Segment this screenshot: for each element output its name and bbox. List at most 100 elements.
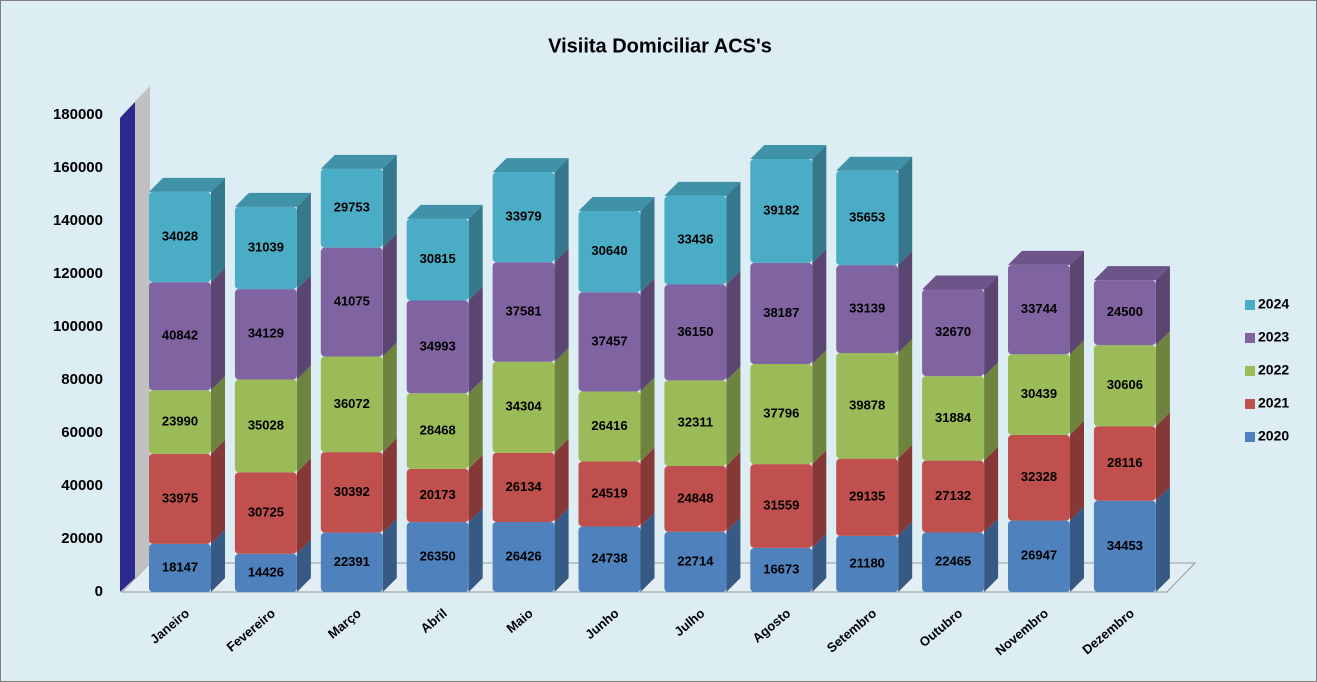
y-tick-label: 20000 [61,530,103,547]
bar [320,452,383,533]
bar-side [984,362,999,461]
bar [578,211,641,293]
bar-top [406,204,483,219]
data-label: 28116 [1107,455,1142,470]
bar-side [640,512,655,592]
data-label: 30815 [420,251,456,266]
bar [406,522,469,592]
bar-side [898,338,913,459]
data-label: 34028 [162,228,198,243]
bar [320,356,383,453]
bar [492,452,555,522]
bar-top [149,177,225,192]
y-tick-label: 180000 [53,106,103,123]
data-label: 31559 [763,497,799,512]
bar-side [211,529,225,592]
bar-side [726,270,741,381]
bar [750,547,813,592]
bar-side [1155,266,1170,346]
bar-side [1155,331,1170,427]
bar [492,172,555,263]
data-label: 32328 [1021,469,1057,484]
bar-side [640,447,655,527]
bar [750,158,813,263]
data-label: 30640 [591,243,627,258]
data-label: 37457 [591,333,627,348]
bar [836,352,899,459]
bar [750,262,813,365]
data-label: 37581 [506,303,542,318]
bar [149,453,211,544]
bar-side [640,377,655,462]
bar [1093,426,1156,501]
bar-side [382,438,397,533]
data-label: 40842 [162,328,198,343]
data-label: 34304 [506,399,543,414]
data-label: 39182 [763,202,799,217]
bar [492,521,555,592]
data-label: 32311 [678,415,713,430]
data-label: 34993 [420,338,456,353]
bar-side [296,275,311,380]
data-label: 24738 [591,551,627,566]
bar-side [1155,412,1170,501]
bar [1093,280,1156,346]
bar-side [1155,486,1170,592]
legend-swatch [1245,399,1255,409]
bar-top [1093,266,1170,281]
bar [320,247,383,357]
legend-swatch [1245,366,1255,376]
bar-side [1070,250,1084,355]
data-label: 29135 [849,489,885,504]
legend-swatch [1245,432,1255,442]
bar-top [492,158,569,173]
data-label: 41075 [334,294,370,309]
bar-side [554,438,569,522]
bar-side [554,507,569,592]
y-tick-label: 140000 [53,212,103,229]
bar-top [750,144,827,159]
bar-side [468,508,483,592]
data-label: 24519 [591,485,627,500]
bar [750,464,813,548]
bar-side [984,518,999,592]
bar [836,170,899,266]
legend-swatch [1245,333,1255,343]
bar [492,262,555,362]
data-label: 26426 [506,548,542,563]
bar-side [211,376,225,454]
bar [578,526,641,592]
bar-top [1008,250,1084,265]
data-label: 33436 [677,232,713,247]
bar-side [898,444,913,536]
bar [406,300,469,394]
data-label: 33979 [506,209,542,224]
bar-side [640,278,655,392]
bar-side [468,204,483,301]
y-tick-label: 60000 [61,424,103,441]
legend-label: 2020 [1258,428,1289,444]
bar [149,543,211,592]
bar-side [468,286,483,394]
data-label: 30439 [1021,386,1057,401]
y-tick-label: 40000 [61,477,103,494]
bar [492,361,555,453]
data-label: 33744 [1021,301,1058,316]
bar [1093,345,1156,427]
bar-side [296,539,311,592]
bar-top [320,154,397,169]
legend-label: 2021 [1258,395,1289,411]
bar [664,380,727,466]
y-tick-label: 0 [95,583,103,600]
y-tick-label: 80000 [61,371,103,388]
bar [406,218,469,301]
bar-side [726,517,741,592]
bar [149,390,211,454]
bar-side [468,454,483,523]
data-label: 30725 [248,504,284,519]
bar [234,379,297,473]
data-label: 24848 [677,490,713,505]
bar [1008,354,1070,435]
bar-side [211,177,225,283]
